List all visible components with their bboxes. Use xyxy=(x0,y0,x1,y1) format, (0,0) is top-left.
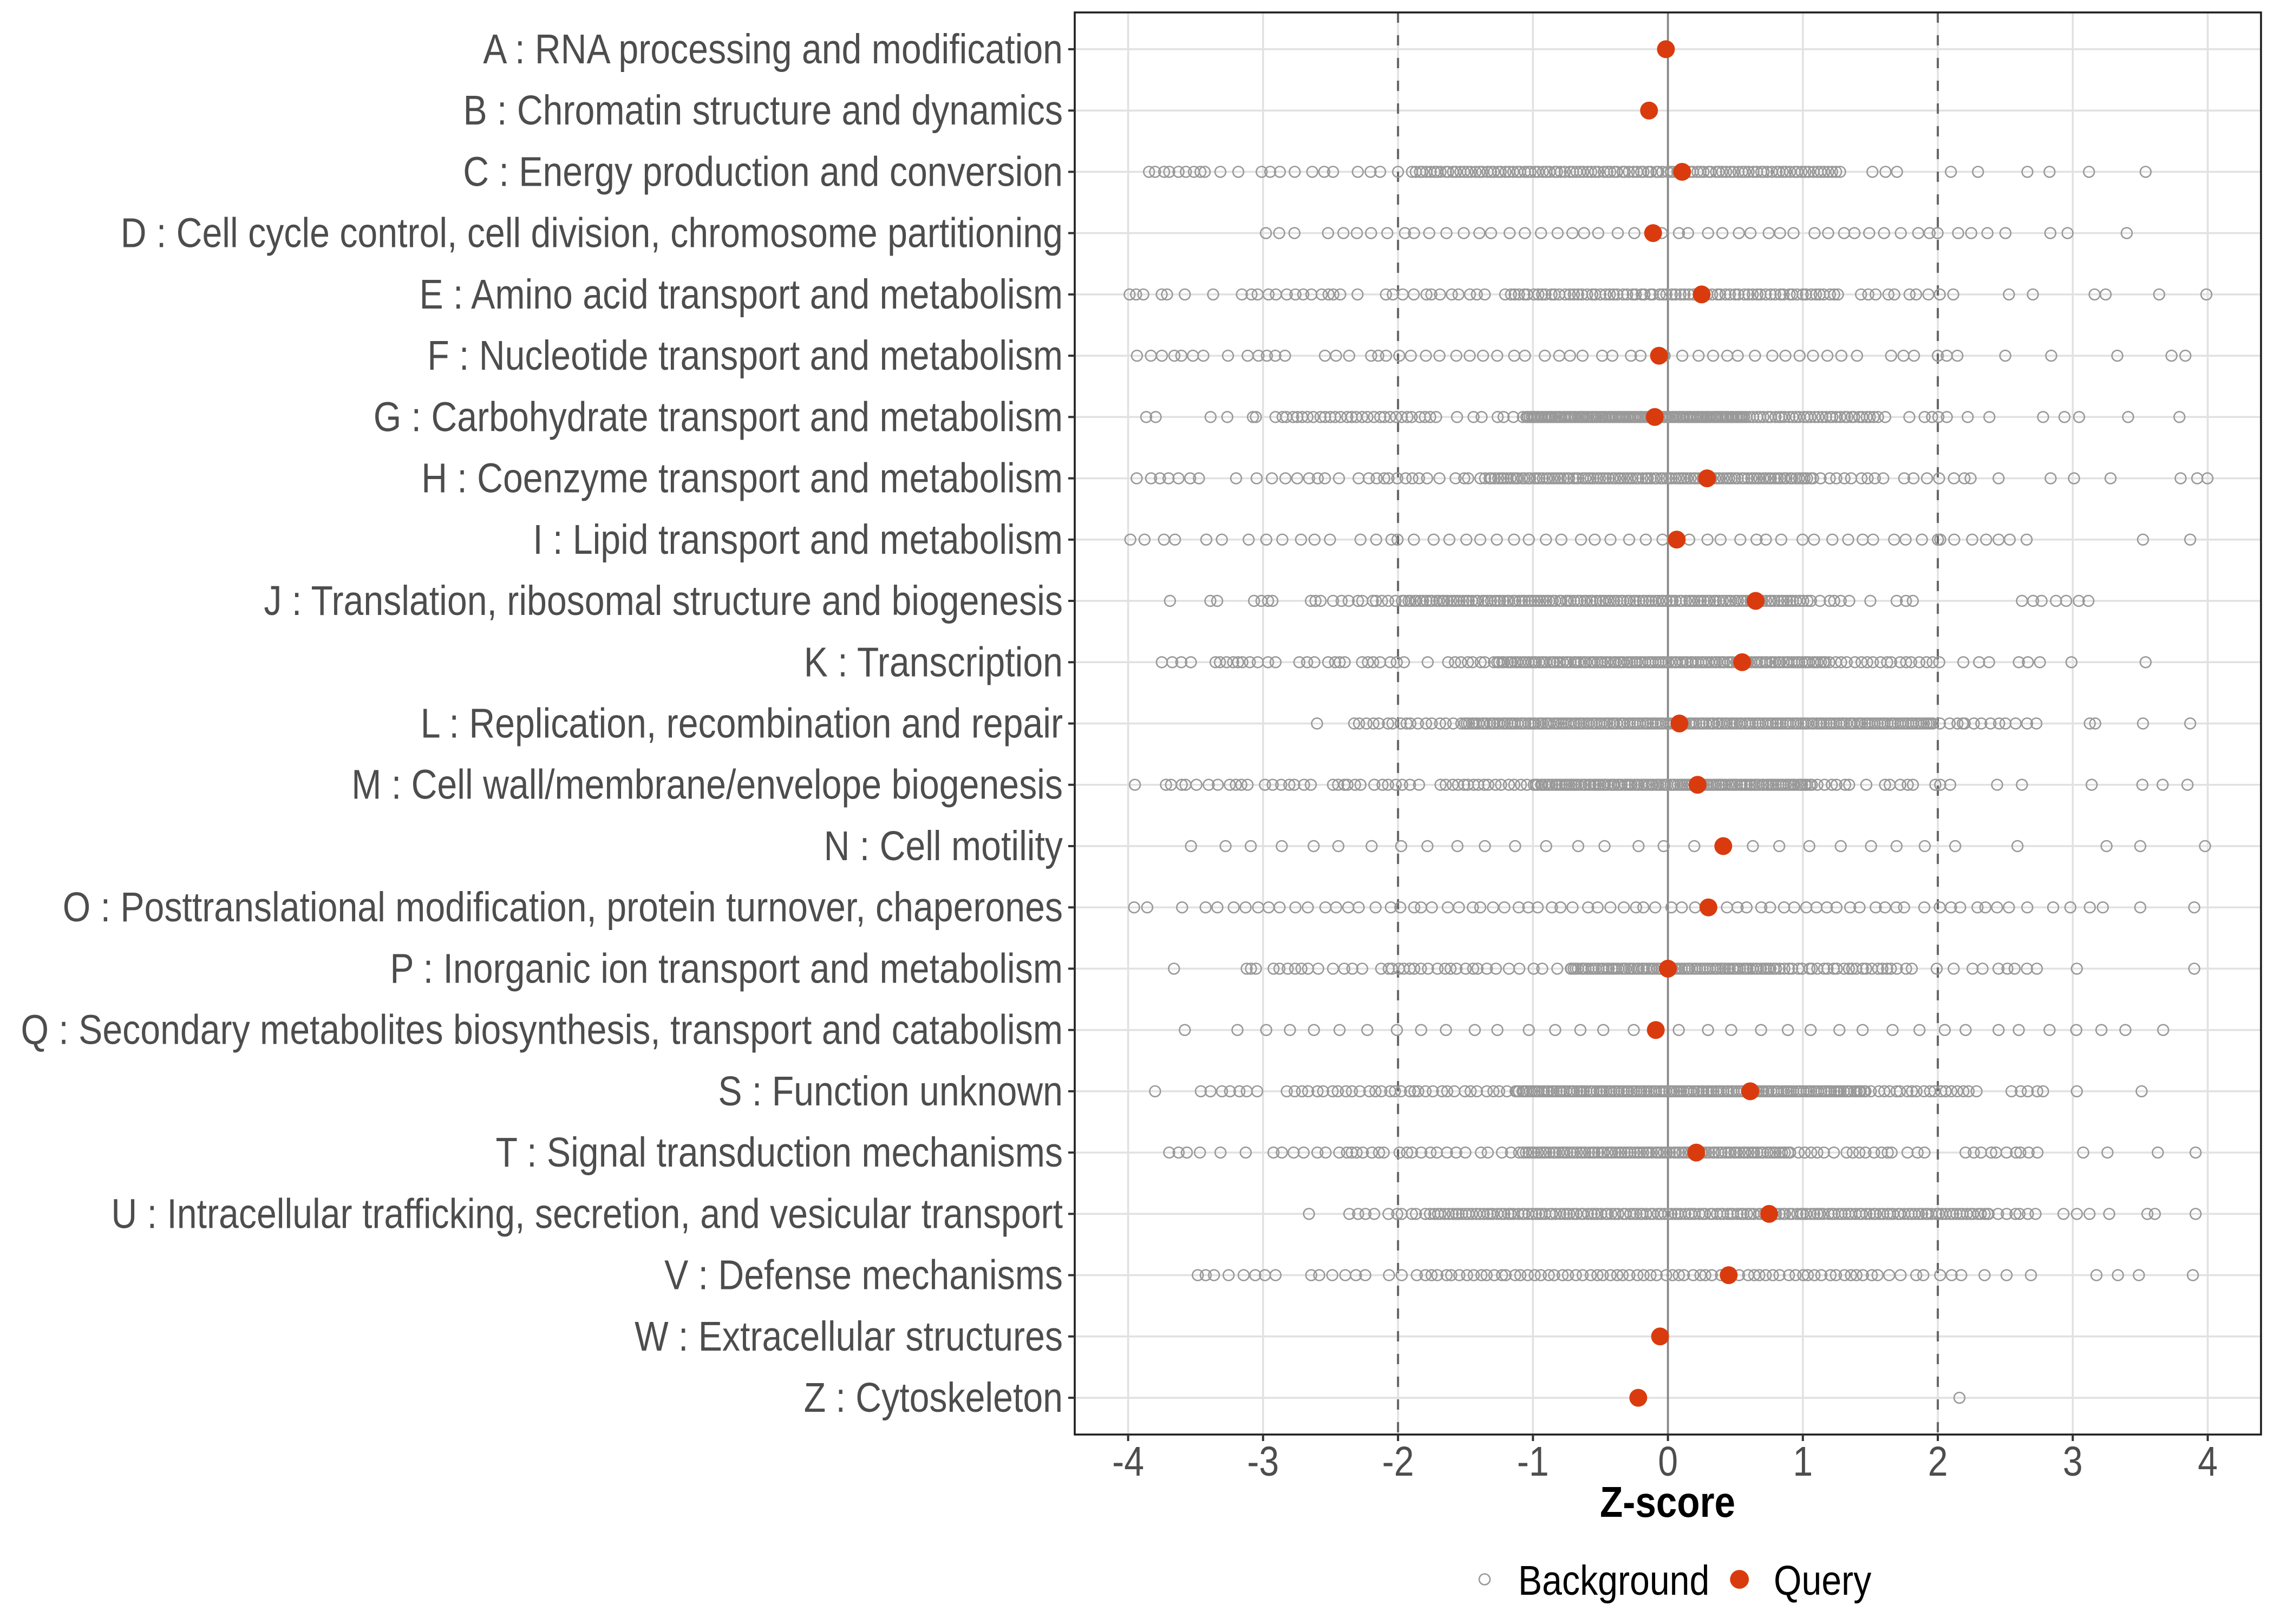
svg-text:1: 1 xyxy=(1793,1438,1813,1485)
svg-text:B : Chromatin structure and dy: B : Chromatin structure and dynamics xyxy=(463,87,1063,134)
svg-text:D : Cell cycle control, cell d: D : Cell cycle control, cell division, c… xyxy=(121,210,1063,257)
svg-text:M : Cell wall/membrane/envelop: M : Cell wall/membrane/envelope biogenes… xyxy=(351,762,1063,808)
svg-text:-2: -2 xyxy=(1382,1438,1414,1485)
svg-text:A : RNA processing and modific: A : RNA processing and modification xyxy=(483,26,1063,73)
svg-text:O : Posttranslational modifica: O : Posttranslational modification, prot… xyxy=(63,884,1063,931)
svg-text:P : Inorganic ion transport an: P : Inorganic ion transport and metaboli… xyxy=(390,945,1063,992)
svg-text:2: 2 xyxy=(1928,1438,1948,1485)
svg-text:-4: -4 xyxy=(1112,1438,1144,1485)
svg-text:-3: -3 xyxy=(1247,1438,1279,1485)
svg-text:C : Energy production and conv: C : Energy production and conversion xyxy=(463,148,1063,195)
svg-text:-1: -1 xyxy=(1517,1438,1549,1485)
svg-text:V : Defense mechanisms: V : Defense mechanisms xyxy=(664,1252,1063,1299)
svg-text:G : Carbohydrate transport and: G : Carbohydrate transport and metabolis… xyxy=(374,394,1063,440)
svg-text:H : Coenzyme transport and met: H : Coenzyme transport and metabolism xyxy=(421,455,1063,502)
svg-text:Query: Query xyxy=(1774,1557,1872,1604)
svg-text:K : Transcription: K : Transcription xyxy=(804,639,1063,685)
svg-text:E : Amino acid transport and m: E : Amino acid transport and metabolism xyxy=(420,271,1063,318)
svg-text:F : Nucleotide transport and m: F : Nucleotide transport and metabolism xyxy=(427,332,1063,379)
svg-text:N : Cell motility: N : Cell motility xyxy=(824,823,1063,869)
svg-text:Q : Secondary metabolites bios: Q : Secondary metabolites biosynthesis, … xyxy=(21,1007,1063,1053)
svg-text:L : Replication, recombination: L : Replication, recombination and repai… xyxy=(421,700,1063,747)
svg-text:J : Translation, ribosomal str: J : Translation, ribosomal structure and… xyxy=(264,578,1063,624)
svg-text:0: 0 xyxy=(1658,1438,1678,1485)
svg-text:I : Lipid transport and metabo: I : Lipid transport and metabolism xyxy=(533,516,1063,563)
svg-text:Z : Cytoskeleton: Z : Cytoskeleton xyxy=(804,1374,1063,1421)
svg-text:Z-score: Z-score xyxy=(1600,1478,1735,1526)
svg-text:W : Extracellular structures: W : Extracellular structures xyxy=(635,1313,1063,1360)
svg-text:U : Intracellular trafficking,: U : Intracellular trafficking, secretion… xyxy=(111,1190,1063,1237)
svg-text:S : Function unknown: S : Function unknown xyxy=(718,1068,1063,1115)
svg-text:Background: Background xyxy=(1518,1557,1709,1604)
svg-text:4: 4 xyxy=(2198,1438,2218,1485)
svg-text:3: 3 xyxy=(2063,1438,2083,1485)
svg-text:T : Signal transduction mechan: T : Signal transduction mechanisms xyxy=(496,1129,1063,1176)
